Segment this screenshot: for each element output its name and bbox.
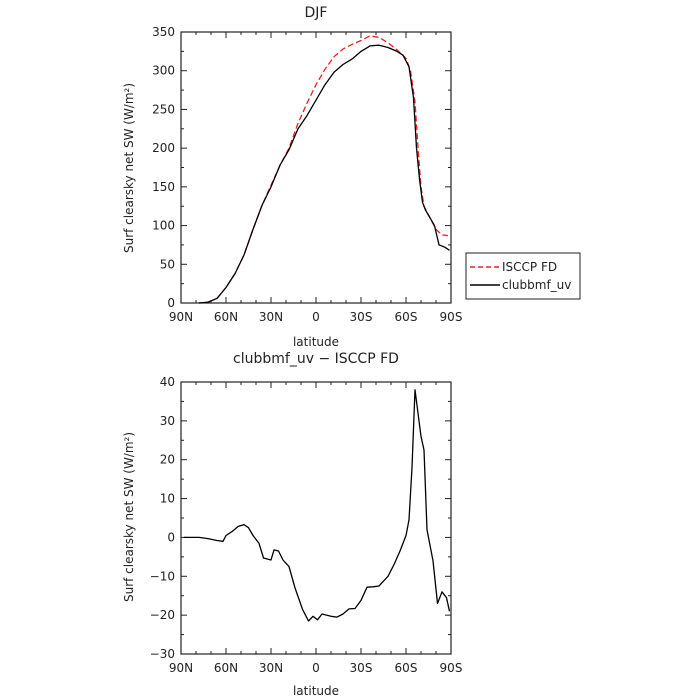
y-tick-label: 200: [152, 141, 175, 155]
y-tick-label: 30: [160, 414, 175, 428]
y-tick-label: 10: [160, 492, 175, 506]
chart-djf: DJF 90N 60N 30N 0 30S 60S 90S 0 50 100 150 200 250 3…: [122, 5, 462, 349]
legend: ISCCP FD clubbmf_uv: [465, 252, 581, 300]
series-line-isccp-fd: [198, 35, 449, 304]
y-tick-label: −30: [150, 647, 175, 661]
y-tick-label: −10: [150, 569, 175, 583]
x-tick-label: 0: [312, 661, 320, 675]
y-tick-label: 350: [152, 25, 175, 39]
legend-label-isccp: ISCCP FD: [502, 260, 557, 274]
x-tick-label: 30S: [350, 310, 373, 324]
x-tick-label: 90N: [169, 310, 193, 324]
x-tick-label: 60S: [395, 310, 418, 324]
y-axis-label: Surf clearsky net SW (W/m²): [122, 83, 136, 253]
y-tick-label: 150: [152, 180, 175, 194]
y-tick-label: 300: [152, 64, 175, 78]
x-tick-label: 90S: [440, 661, 463, 675]
x-tick-label: 90S: [440, 310, 463, 324]
x-tick-label: 60S: [395, 661, 418, 675]
y-tick-label: −20: [150, 608, 175, 622]
x-axis-label: latitude: [293, 684, 339, 698]
chart-title: clubbmf_uv − ISCCP FD: [233, 351, 399, 367]
x-axis-ticks: 90N 60N 30N 0 30S 60S 90S: [169, 382, 463, 675]
y-tick-label: 100: [152, 219, 175, 233]
x-axis-label: latitude: [293, 335, 339, 349]
series-layer: [184, 389, 451, 622]
chart-difference: clubbmf_uv − ISCCP FD 90N 60N 30N 0 30S 60S 90…: [122, 351, 462, 698]
x-tick-label: 60N: [214, 310, 238, 324]
y-axis-ticks: −30 −20 −10 0 10 20 30 40: [150, 375, 451, 661]
y-tick-label: 50: [160, 257, 175, 271]
plot-border: [180, 381, 452, 655]
series-line-diff-0: [184, 389, 451, 622]
x-tick-label: 30N: [259, 661, 283, 675]
x-tick-label: 30S: [350, 661, 373, 675]
x-axis-ticks: 90N 60N 30N 0 30S 60S 90S: [169, 32, 463, 324]
series-line-clubbmf-uv: [198, 44, 450, 304]
y-tick-label: 20: [160, 453, 175, 467]
axes-frame: [180, 381, 452, 655]
legend-box: [465, 252, 581, 300]
x-tick-label: 90N: [169, 661, 193, 675]
chart-title: DJF: [305, 5, 328, 21]
legend-label-clubbmf: clubbmf_uv: [502, 278, 571, 292]
x-tick-label: 0: [312, 310, 320, 324]
y-axis-ticks: 0 50 100 150 200 250 300 350: [152, 25, 451, 310]
series-layer: [198, 35, 450, 304]
y-tick-label: 250: [152, 102, 175, 116]
x-tick-label: 30N: [259, 310, 283, 324]
y-tick-label: 0: [167, 296, 175, 310]
y-tick-label: 40: [160, 375, 175, 389]
y-tick-label: 0: [167, 530, 175, 544]
y-axis-label: Surf clearsky net SW (W/m²): [122, 432, 136, 602]
x-tick-label: 60N: [214, 661, 238, 675]
